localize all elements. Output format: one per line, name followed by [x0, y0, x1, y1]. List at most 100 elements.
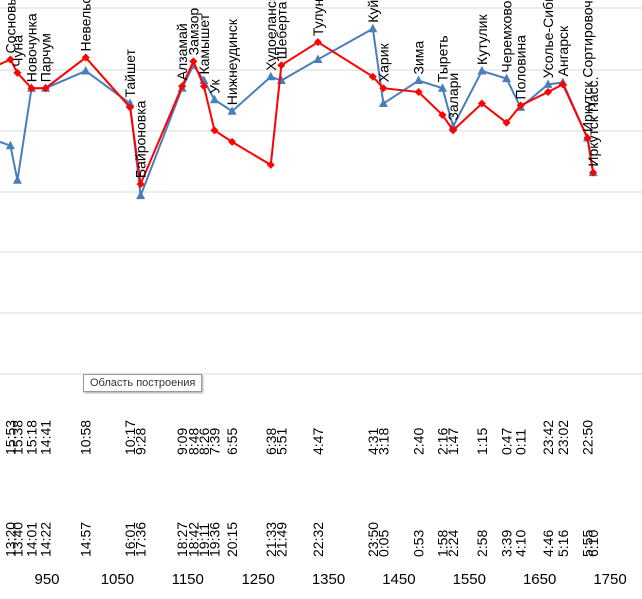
time-label-top: 3:18 — [375, 428, 391, 455]
x-tick-label: 950 — [34, 571, 59, 588]
data-point-red — [583, 134, 592, 143]
data-point-red — [266, 160, 275, 169]
data-point-red — [379, 84, 388, 93]
series-line-blue — [0, 27, 595, 196]
time-label-top: 8:26 — [196, 428, 212, 455]
data-point-red — [136, 180, 145, 189]
station-label: Парчум — [38, 33, 54, 82]
plot-area-tooltip: Область построения — [83, 374, 203, 392]
time-label-bottom: 13:40 — [9, 522, 25, 557]
time-label-bottom: 0:53 — [411, 530, 427, 557]
station-label: Харик — [375, 42, 391, 82]
station-label: Шеберта — [273, 1, 289, 59]
time-label-bottom: 16:01 — [122, 522, 138, 557]
data-point-red — [414, 88, 423, 97]
time-label-bottom: 14:01 — [24, 522, 40, 557]
data-point-blue — [209, 94, 219, 104]
time-label-bottom: 2:58 — [474, 530, 490, 557]
station-label: Камышет — [196, 13, 212, 74]
station-label: Черемхово — [499, 0, 515, 72]
time-label-top: 14:41 — [38, 420, 54, 455]
data-point-red — [228, 137, 237, 146]
station-labels: ТаргизСосновые РодникиЧунаНовочункаПарчу… — [2, 0, 601, 178]
time-label-bottom: 6:10 — [585, 530, 601, 557]
time-label-bottom: 21:49 — [273, 522, 289, 557]
data-point-red — [449, 126, 458, 135]
time-label-bottom: 5:55 — [579, 530, 595, 557]
data-point-blue — [543, 79, 553, 88]
station-label: Усолье-Сибирское — [540, 0, 556, 78]
time-label-bottom: 4:10 — [513, 530, 529, 557]
data-point-blue — [438, 83, 448, 92]
time-label-bottom: 19:11 — [196, 523, 212, 557]
station-label: Зима — [411, 41, 427, 75]
time-label-top: 15:18 — [24, 420, 40, 455]
time-label-top: 23:42 — [540, 420, 556, 455]
station-label: Ангарск — [555, 25, 571, 76]
data-point-red — [189, 57, 198, 66]
data-point-blue — [266, 71, 276, 81]
time-label-top: 1:15 — [474, 428, 490, 455]
time-label-bottom: 18:42 — [185, 522, 201, 557]
time-label-top: 7:39 — [206, 428, 222, 455]
time-label-top: 8:48 — [185, 428, 201, 455]
time-label-top: 23:02 — [555, 420, 571, 455]
data-point-blue — [368, 23, 378, 33]
time-label-bottom: 0:05 — [375, 530, 391, 557]
x-tick-label: 1150 — [172, 571, 204, 588]
station-label: Куйтун — [365, 0, 381, 23]
time-label-bottom: 21:33 — [263, 522, 279, 557]
station-label: Иркутск Сортировочный — [579, 0, 595, 132]
time-label-top: 6:55 — [224, 428, 240, 455]
data-point-red — [277, 61, 286, 70]
x-tick-label: 1550 — [453, 571, 486, 588]
x-tick-label: 1750 — [593, 571, 626, 588]
data-point-red — [81, 53, 90, 62]
time-label-top: 4:47 — [310, 428, 326, 455]
x-tick-label: 1350 — [312, 571, 345, 588]
data-point-red — [516, 101, 525, 110]
time-label-bottom: 14:22 — [38, 522, 54, 557]
time-label-top: 4:31 — [365, 428, 381, 455]
time-label-bottom: 23:50 — [365, 522, 381, 557]
data-point-blue — [12, 175, 22, 184]
data-point-red — [210, 126, 219, 135]
time-labels: 16:1012:5715:5313:2015:3813:4015:1814:01… — [2, 420, 601, 557]
station-label: Невельская — [78, 0, 94, 52]
time-label-top: 0:47 — [499, 428, 515, 455]
data-point-red — [27, 84, 36, 93]
time-label-top: 1:47 — [445, 428, 461, 455]
data-point-red — [438, 111, 447, 120]
station-label: Половина — [513, 35, 529, 100]
time-label-bottom: 14:57 — [78, 522, 94, 557]
station-label: Иркутск Пасс. — [585, 76, 601, 166]
data-point-blue — [81, 65, 91, 75]
time-label-bottom: 2:24 — [445, 530, 461, 557]
data-point-red — [41, 84, 50, 93]
station-label: Новочунка — [24, 13, 40, 82]
time-label-top: 10:58 — [78, 420, 94, 455]
time-label-bottom: 18:27 — [174, 522, 190, 557]
time-label-bottom: 5:16 — [555, 530, 571, 557]
station-label: Тулун — [310, 0, 326, 36]
data-point-blue — [502, 73, 512, 83]
time-label-top: 2:16 — [435, 428, 451, 455]
station-label: Байроновка — [133, 100, 149, 178]
data-point-red — [199, 82, 208, 91]
station-label: Чуна — [9, 35, 25, 67]
station-label: Замзор — [185, 8, 201, 56]
data-point-red — [178, 82, 187, 91]
station-label: Ук — [206, 78, 222, 93]
data-point-red — [558, 80, 567, 89]
station-label: Нижнеудинск — [224, 18, 240, 105]
time-label-bottom: 1:58 — [435, 530, 451, 557]
data-point-blue — [477, 65, 487, 75]
time-label-bottom: 13:20 — [2, 522, 18, 557]
time-label-top: 22:50 — [579, 420, 595, 455]
time-label-top: 5:51 — [273, 428, 289, 455]
data-point-blue — [414, 75, 424, 85]
x-tick-label: 1050 — [101, 571, 134, 588]
data-point-red — [368, 72, 377, 81]
data-point-red — [502, 118, 511, 127]
